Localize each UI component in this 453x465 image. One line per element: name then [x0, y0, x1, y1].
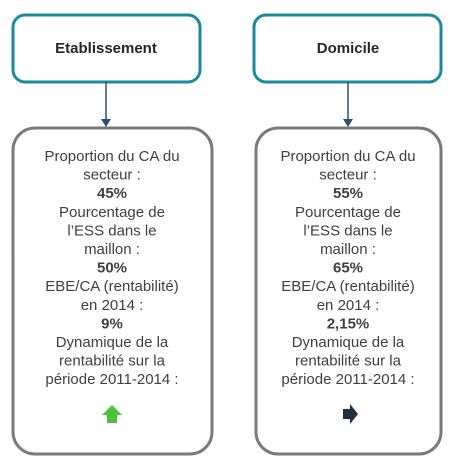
- metric-label: Dynamique de la: [292, 334, 405, 351]
- box-title: Domicile: [317, 40, 380, 57]
- metric-label: période 2011-2014 :: [45, 371, 178, 388]
- metric-label: Pourcentage de: [59, 204, 165, 221]
- box-title: Etablissement: [55, 40, 157, 57]
- metric-label: Proportion du CA du: [280, 148, 415, 165]
- metric-label: maillon :: [84, 241, 140, 258]
- metric-label: rentabilité sur la: [59, 353, 166, 370]
- metric-value: 2,15%: [327, 315, 370, 332]
- metric-value: 45%: [97, 185, 127, 202]
- metric-value: 9%: [101, 315, 123, 332]
- metric-label: en 2014 :: [317, 297, 380, 314]
- metric-label: secteur :: [83, 167, 141, 184]
- metric-label: en 2014 :: [81, 297, 144, 314]
- bottom-box: [11, 126, 214, 456]
- metric-label: période 2011-2014 :: [281, 371, 414, 388]
- right-arrow-icon: [343, 404, 358, 424]
- arrowhead: [343, 119, 353, 127]
- metric-value: 50%: [97, 260, 127, 277]
- metric-value: 65%: [333, 260, 363, 277]
- metric-label: EBE/CA (rentabilité): [45, 278, 178, 295]
- arrowhead: [101, 119, 111, 127]
- metric-label: l’ESS dans le: [303, 222, 392, 239]
- metric-label: l’ESS dans le: [67, 222, 156, 239]
- up-arrow-icon: [102, 405, 122, 423]
- metric-label: maillon :: [320, 241, 376, 258]
- metric-value: 55%: [333, 185, 363, 202]
- metric-label: Dynamique de la: [56, 334, 169, 351]
- bottom-box: [254, 126, 443, 456]
- metric-label: rentabilité sur la: [295, 353, 402, 370]
- metric-label: Pourcentage de: [295, 204, 401, 221]
- metric-label: secteur :: [319, 167, 377, 184]
- metric-label: Proportion du CA du: [44, 148, 179, 165]
- metric-label: EBE/CA (rentabilité): [281, 278, 414, 295]
